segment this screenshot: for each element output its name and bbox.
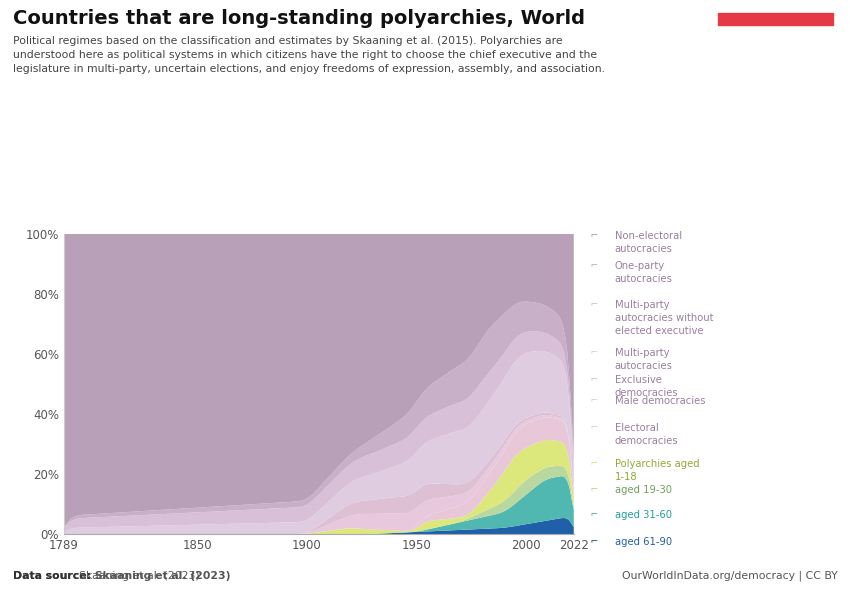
Text: Skaaning et al. (2023): Skaaning et al. (2023): [79, 571, 200, 581]
Text: aged 61-90: aged 61-90: [615, 537, 672, 547]
Text: OurWorldInData.org/democracy | CC BY: OurWorldInData.org/democracy | CC BY: [621, 570, 837, 581]
Text: One-party
autocracies: One-party autocracies: [615, 261, 672, 284]
Text: ⌐: ⌐: [591, 261, 598, 271]
Text: ⌐: ⌐: [591, 348, 598, 358]
Text: Political regimes based on the classification and estimates by Skaaning et al. (: Political regimes based on the classific…: [13, 36, 604, 74]
Text: ⌐: ⌐: [591, 459, 598, 469]
Text: Countries that are long-standing polyarchies, World: Countries that are long-standing polyarc…: [13, 9, 585, 28]
Text: Polyarchies aged
1-18: Polyarchies aged 1-18: [615, 459, 700, 482]
Text: Data source: Skaaning et al. (2023): Data source: Skaaning et al. (2023): [13, 571, 230, 581]
Text: ⌐: ⌐: [591, 485, 598, 495]
Text: Our World
in Data: Our World in Data: [742, 37, 809, 67]
Bar: [718, 13, 833, 25]
Text: Male democracies: Male democracies: [615, 396, 705, 406]
Text: Multi-party
autocracies: Multi-party autocracies: [615, 348, 672, 371]
Text: ⌐: ⌐: [591, 375, 598, 385]
Text: Non-electoral
autocracies: Non-electoral autocracies: [615, 231, 682, 254]
Text: Exclusive
democracies: Exclusive democracies: [615, 375, 678, 398]
Text: Multi-party
autocracies without
elected executive: Multi-party autocracies without elected …: [615, 300, 713, 335]
Text: ⌐: ⌐: [591, 423, 598, 433]
Text: ⌐: ⌐: [591, 537, 598, 547]
Text: aged 19-30: aged 19-30: [615, 485, 672, 495]
Text: ⌐: ⌐: [591, 300, 598, 310]
Text: Data source:: Data source:: [13, 571, 91, 581]
Text: ⌐: ⌐: [591, 510, 598, 520]
Text: ⌐: ⌐: [591, 231, 598, 241]
Text: ⌐: ⌐: [591, 396, 598, 406]
Text: aged 31-60: aged 31-60: [615, 510, 672, 520]
Text: Electoral
democracies: Electoral democracies: [615, 423, 678, 446]
